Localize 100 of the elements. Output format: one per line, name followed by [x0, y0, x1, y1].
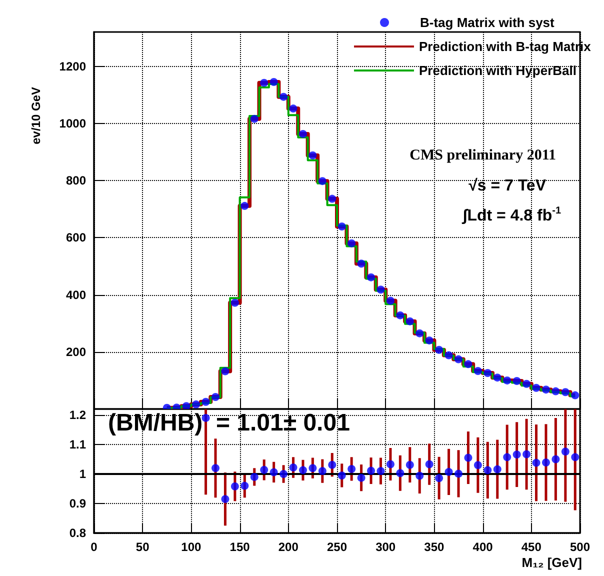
x-tick-label: 50	[136, 540, 150, 554]
point	[522, 450, 531, 458]
point	[464, 454, 472, 462]
point	[444, 351, 453, 360]
point	[318, 177, 326, 186]
x-tick-label: 400	[472, 540, 494, 554]
point	[250, 472, 258, 481]
point	[376, 467, 385, 476]
point	[212, 464, 220, 472]
annotation: (BM/HB) = 1.01± 0.01	[108, 410, 350, 436]
point	[474, 367, 482, 376]
y-tick-label: 1000	[59, 116, 86, 130]
point	[435, 474, 444, 482]
point	[308, 464, 317, 472]
point	[425, 460, 434, 468]
point	[230, 298, 239, 307]
x-tick-label: 0	[90, 540, 98, 554]
point	[230, 482, 239, 490]
point	[425, 336, 434, 344]
point	[386, 460, 394, 468]
point	[280, 92, 288, 101]
y-tick-label: 1	[79, 467, 86, 481]
point	[260, 78, 268, 87]
point	[386, 296, 394, 305]
point	[561, 448, 570, 456]
point	[308, 151, 317, 160]
point	[182, 402, 190, 409]
point	[522, 380, 531, 388]
x-axis-title: M₁₂ [GeV]	[522, 555, 582, 570]
point	[444, 468, 453, 476]
point	[561, 388, 570, 396]
point	[542, 458, 550, 466]
x-tick-label: 200	[278, 540, 299, 554]
point	[484, 369, 492, 378]
point	[454, 355, 462, 364]
point	[416, 329, 424, 338]
y-tick-label: 1.1	[69, 438, 86, 452]
point	[474, 461, 482, 470]
point	[552, 387, 560, 396]
point	[571, 391, 580, 400]
y-tick-label: 600	[66, 230, 86, 245]
y-tick-label: 1200	[59, 59, 86, 74]
y-tick-label: 400	[66, 288, 86, 302]
x-tick-label: 250	[326, 540, 348, 554]
point	[552, 455, 560, 464]
point	[493, 374, 502, 382]
point	[512, 450, 521, 459]
x-tick-label: 150	[230, 540, 250, 554]
point	[367, 273, 376, 282]
x-tick-label: 450	[521, 540, 542, 554]
y-tick-label: 0.8	[69, 526, 86, 540]
point	[250, 114, 258, 123]
point	[221, 495, 230, 504]
point	[270, 468, 278, 476]
point	[270, 78, 278, 86]
legend-label: B-tag Matrix with syst	[420, 15, 556, 30]
point	[454, 470, 462, 478]
point	[484, 466, 492, 474]
legend-label: Prediction with HyperBall	[419, 63, 576, 78]
point	[202, 414, 210, 422]
x-tick-label: 350	[424, 540, 445, 554]
x-tick-label: 300	[376, 540, 396, 554]
point	[338, 222, 346, 230]
x-tick-label: 500	[570, 540, 590, 554]
point	[280, 470, 288, 478]
point	[357, 260, 366, 268]
point	[571, 453, 580, 462]
point	[298, 466, 307, 474]
point	[416, 472, 424, 480]
point	[328, 194, 336, 203]
point	[396, 311, 404, 320]
y-tick-label: 0.9	[69, 496, 86, 510]
point	[512, 377, 521, 386]
point	[328, 460, 336, 469]
point	[532, 458, 540, 467]
point	[532, 384, 540, 392]
point	[192, 400, 200, 408]
point	[367, 466, 376, 475]
point	[212, 393, 220, 401]
point	[221, 367, 230, 376]
x-tick-label: 100	[181, 540, 202, 554]
point	[396, 469, 404, 478]
point	[348, 239, 356, 248]
point	[289, 464, 298, 472]
point	[240, 202, 249, 210]
point	[376, 286, 385, 294]
point	[298, 130, 307, 138]
point	[348, 464, 356, 473]
point	[435, 346, 444, 354]
y-axis-title: ev/10 GeV	[29, 87, 43, 144]
point	[464, 360, 472, 368]
point	[503, 453, 512, 462]
point	[357, 474, 366, 482]
point	[240, 482, 249, 490]
point	[503, 376, 512, 384]
point	[542, 386, 550, 394]
point	[406, 460, 414, 469]
y-tick-label: 200	[66, 344, 86, 359]
annotation: CMS preliminary 2011	[410, 148, 556, 164]
point	[338, 471, 346, 480]
